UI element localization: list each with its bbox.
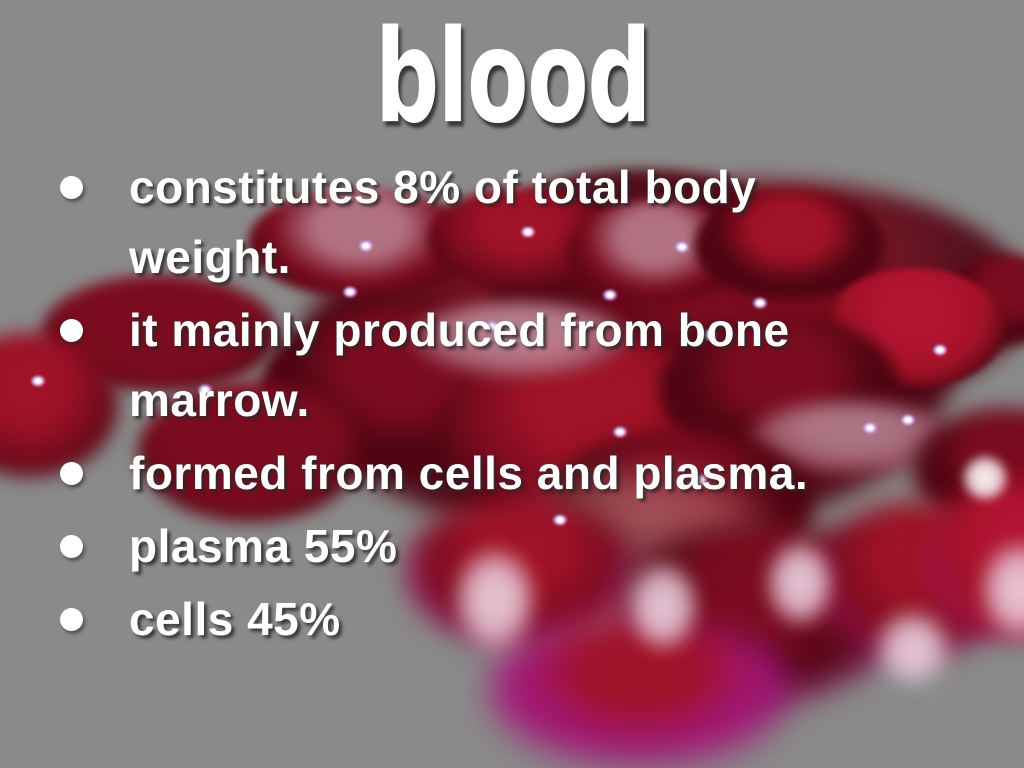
specular-highlight [482, 319, 502, 335]
specular-highlight [550, 512, 570, 528]
specular-highlight [610, 424, 630, 440]
bullet-item: plasma 55% [0, 511, 1024, 581]
bullet-line: plasma 55% [129, 520, 398, 572]
bokeh-highlight [959, 452, 1011, 504]
specular-highlight [518, 224, 538, 240]
bullet-item: constitutes 8% of total body weight. [0, 152, 1024, 292]
specular-highlight [600, 287, 620, 303]
bullet-line: weight. [129, 231, 291, 283]
bullet-dot-icon [60, 176, 83, 199]
bullet-line: marrow. [129, 374, 310, 426]
blood-cell-blob [138, 382, 362, 522]
specular-highlight [690, 472, 710, 488]
bokeh-highlight [449, 542, 541, 658]
specular-highlight [860, 420, 880, 436]
bullet-line: it mainly produced from bone [129, 304, 790, 356]
title-area: blood [0, 0, 1024, 152]
bokeh-highlight [871, 606, 955, 690]
bullet-dot-icon [60, 608, 83, 631]
bullet-item: it mainly produced from bone marrow. [0, 295, 1024, 435]
slide-title: blood [374, 3, 651, 152]
specular-highlight [700, 327, 720, 343]
specular-highlight [340, 284, 360, 300]
specular-highlight [28, 373, 48, 389]
bullet-line: formed from cells and plasma. [129, 447, 809, 499]
bullet-text: it mainly produced from bone marrow. [129, 295, 790, 435]
bokeh-highlight [762, 535, 838, 631]
bullet-item: formed from cells and plasma. [0, 438, 1024, 508]
specular-highlight [750, 295, 770, 311]
bullet-dot-icon [60, 462, 83, 485]
blood-cell-blob [695, 190, 885, 300]
bullet-text: constitutes 8% of total body weight. [129, 152, 756, 292]
specular-highlight [672, 239, 692, 255]
blood-cell-blob [410, 302, 630, 378]
bullet-text: formed from cells and plasma. [129, 438, 808, 508]
bullet-item: cells 45% [0, 584, 1024, 654]
bullet-line: constitutes 8% of total body [129, 161, 757, 213]
bullet-line: cells 45% [129, 593, 341, 645]
bullet-dot-icon [60, 535, 83, 558]
specular-highlight [195, 382, 215, 398]
bullet-text: cells 45% [129, 584, 341, 654]
specular-highlight [356, 238, 376, 254]
bullet-list: constitutes 8% of total body weight. it … [0, 152, 1024, 654]
specular-highlight [930, 342, 950, 358]
bokeh-highlight [623, 556, 703, 656]
bullet-dot-icon [60, 319, 83, 342]
specular-highlight [898, 412, 918, 428]
bullet-text: plasma 55% [129, 511, 397, 581]
